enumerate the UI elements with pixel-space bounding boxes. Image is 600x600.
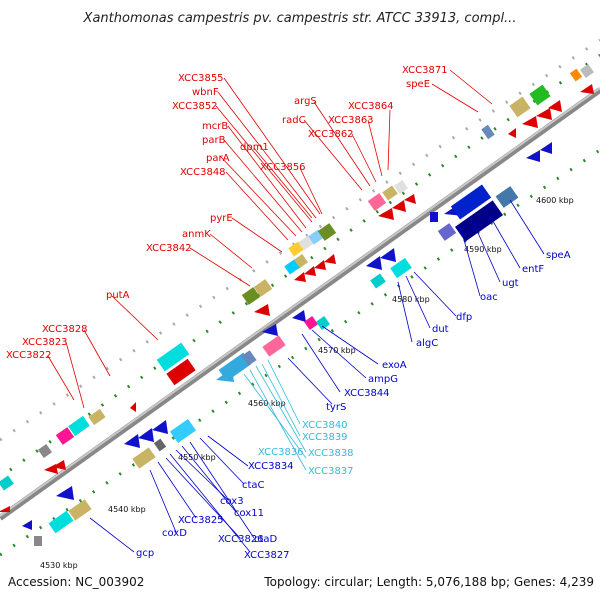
gene-label: XCC3862 [308,129,354,140]
gene-label: XCC3852 [172,101,218,112]
tick-label: 4540 kbp [108,505,146,514]
gene-label: dut [432,324,449,335]
gene-label: ctaD [254,534,278,545]
gene-label: XCC3842 [146,243,192,254]
gene-label: XCC3837 [308,466,354,477]
reverse-labels [89,199,545,553]
gene-label: anmK [182,229,211,240]
gene-label: XCC3823 [22,337,68,348]
gene-label: entF [522,264,544,275]
genome-backbone-highlight [0,87,600,517]
gene-label: parA [206,153,230,164]
tick-label: 4570 kbp [318,346,356,355]
gene-label: XCC3844 [344,388,390,399]
gene-label: radC [282,115,306,126]
tick-label: 4560 kbp [248,399,286,408]
gene-label: coxD [162,528,187,539]
gene-label: speE [406,79,430,90]
gene-label: wbnF [192,87,219,98]
gene-label: XCC3855 [178,73,224,84]
gene-label: XCC3863 [328,115,374,126]
genome-summary-text: Topology: circular; Length: 5,076,188 bp… [263,575,594,589]
tick-label: 4530 kbp [40,561,78,570]
gene-label: XCC3864 [348,101,394,112]
gene-label: speA [546,250,571,261]
reverse-label-text: gcp coxD XCC3825 XCC3826 XCC3827 cox3 co… [136,250,571,561]
ticks: 4530 kbp 4540 kbp 4550 kbp 4560 kbp 4570… [40,196,574,570]
gene-label: exoA [382,360,407,371]
gene-label: mcrB [202,121,228,132]
gene-label: XCC3836 [258,447,304,458]
gene-label: ctaC [242,480,265,491]
gene-label: XCC3825 [178,515,224,526]
reverse-features [0,142,552,546]
gene-label: cox11 [234,508,264,519]
tick-label: 4580 kbp [392,295,430,304]
rna-labels [243,359,307,471]
gene-label: putA [106,290,130,301]
gene-label: XCC3827 [244,550,290,561]
gene-label: XCC3840 [302,420,348,431]
rna-label-text: XCC3836 XCC3837 XCC3838 XCC3839 XCC3840 [258,420,354,477]
gene-label: parB [202,135,226,146]
gene-label: ampG [368,374,398,385]
gene-label: XCC3826 [218,534,264,545]
gene-label: gcp [136,548,154,559]
gene-label: argS [294,96,317,107]
gene-label: algC [416,338,438,349]
tick-label: 4550 kbp [178,453,216,462]
gene-label: XCC3848 [180,167,226,178]
gene-label: XCC3839 [302,432,348,443]
forward-features [0,64,594,512]
gene-label: XCC3838 [308,448,354,459]
tick-label: 4590 kbp [464,245,502,254]
forward-labels [47,69,493,409]
map-title: Xanthomonas campestris pv. campestris st… [83,11,517,26]
gene-label: pyrE [210,213,233,224]
gene-label: dpm1 [240,142,269,153]
tick-label: 4600 kbp [536,196,574,205]
gene-label: oac [480,292,498,303]
gene-label: XCC3871 [402,65,448,76]
gene-label: dfp [456,312,472,323]
forward-label-text: XCC3822 XCC3823 XCC3828 putA XCC3842 anm… [6,65,448,361]
gene-label: XCC3828 [42,324,88,335]
gene-label: ugt [502,278,519,289]
gene-label: cox3 [220,496,244,507]
gene-label: XCC3834 [248,461,294,472]
gene-label: tyrS [326,402,346,413]
gene-label: XCC3822 [6,350,52,361]
genome-backbone [0,87,600,521]
gene-label: XCC3856 [260,162,306,173]
accession-text: Accession: NC_003902 [8,575,144,589]
